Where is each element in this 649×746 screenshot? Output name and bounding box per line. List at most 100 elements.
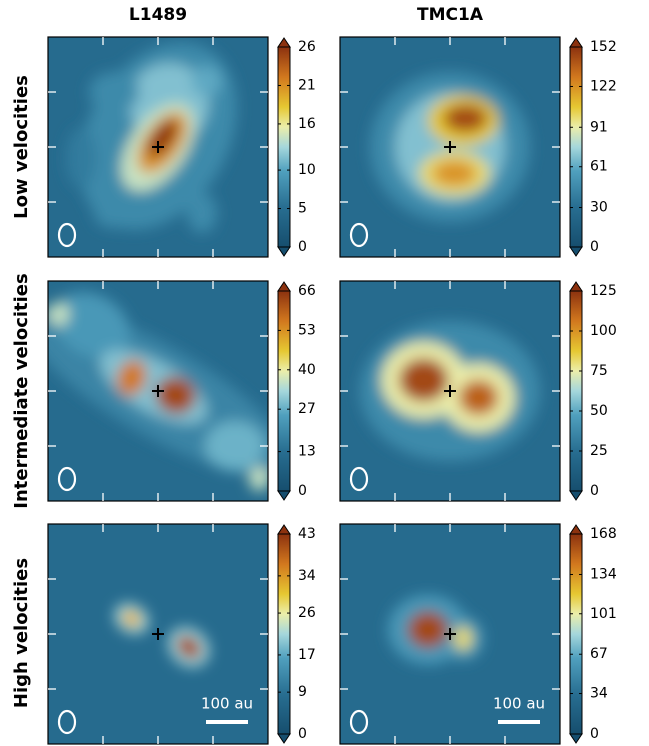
emission-blob [117,360,147,396]
beam [57,222,77,248]
emission-blob [89,72,139,112]
colorbar-tick-label: 5 [298,201,307,217]
colorbar-extend [569,490,583,501]
image [48,37,268,257]
colorbar-tick-label: 34 [590,686,608,702]
emission-blob [408,611,448,648]
panel: 100 au 0 34 67 101 134 168 [339,523,617,745]
colorbar [569,290,583,492]
colorbar-tick-label: 66 [298,283,316,299]
colorbar-extend [277,733,291,744]
emission-blob [249,467,268,491]
colorbar-tick-label: 100 [590,323,617,339]
emission-blob [458,379,499,416]
colorbar-extend [277,490,291,501]
colorbar-tick-label: 53 [298,322,316,338]
colorbar [277,46,291,248]
image [340,37,560,257]
emission-blob [94,198,134,228]
scale-bar-label: 100 au [201,695,253,713]
beam [57,466,77,492]
colorbar-extend [569,524,583,535]
source-marker [152,385,164,397]
colorbar-tick-label: 101 [590,606,617,622]
emission [388,594,484,665]
source-marker [152,628,164,640]
emission-blob [187,193,217,233]
source-marker [152,141,164,153]
colorbar-extend [277,37,291,48]
beam [349,466,369,492]
colorbar [277,533,291,735]
emission-blob [432,160,477,187]
colorbar-tick-label: 27 [298,401,316,417]
colorbar-tick-label: 152 [590,39,617,55]
colorbar-tick-label: 0 [298,726,307,742]
column-title: TMC1A [417,5,484,25]
emission-blob [191,66,222,96]
colorbar [277,290,291,492]
panel: 0 13 27 40 53 66 [47,280,316,502]
panel: 0 5 10 16 21 26 [47,36,316,258]
colorbar-tick-label: 0 [298,239,307,255]
colorbar-tick-label: 25 [590,443,608,459]
colorbar-tick-label: 61 [590,159,608,175]
panel: 100 au 0 9 17 26 34 43 [47,523,316,745]
colorbar-extend [569,733,583,744]
colorbar-tick-label: 10 [298,162,316,178]
emission-blob [54,292,130,358]
colorbar-extend [569,246,583,257]
row-title: Intermediate velocities [11,273,32,508]
colorbar-tick-label: 50 [590,403,608,419]
emission [66,42,237,233]
emission-blob [398,358,449,402]
emission-blob [454,626,473,651]
colorbar-tick-label: 75 [590,363,608,379]
colorbar-extend [569,281,583,292]
colorbar-tick-label: 17 [298,647,316,663]
colorbar-tick-label: 40 [298,362,316,378]
emission [114,603,210,667]
source-marker [444,628,456,640]
beam [57,709,77,735]
colorbar-tick-label: 134 [590,566,617,582]
source-marker [444,141,456,153]
colorbar-tick-label: 0 [590,483,599,499]
colorbar-tick-label: 0 [298,483,307,499]
colorbar-tick-label: 91 [590,119,608,135]
colorbar [569,46,583,248]
colorbar-tick-label: 26 [298,39,316,55]
colorbar-tick-label: 21 [298,77,316,93]
emission-blob [443,104,488,133]
colorbar-tick-label: 0 [590,239,599,255]
colorbar-tick-label: 26 [298,605,316,621]
colorbar-extend [277,246,291,257]
column-title: L1489 [129,5,187,25]
colorbar [569,533,583,735]
panel: 0 25 50 75 100 125 [339,280,617,502]
colorbar-extend [277,281,291,292]
colorbar-tick-label: 122 [590,78,617,94]
row-title: Low velocities [11,75,32,219]
emission-blob [66,128,96,188]
colorbar-tick-label: 34 [298,568,316,584]
row-title: High velocities [11,558,32,708]
colorbar-extend [569,37,583,48]
emission [360,321,540,461]
emission-blob [205,421,265,471]
colorbar-tick-label: 125 [590,283,617,299]
colorbar-tick-label: 16 [298,116,316,132]
colorbar-tick-label: 30 [590,200,608,216]
beam [349,222,369,248]
colorbar-tick-label: 13 [298,444,316,460]
colorbar-tick-label: 168 [590,526,617,542]
panel: 0 30 61 91 122 152 [339,36,617,258]
scale-bar-label: 100 au [493,695,545,713]
emission-blob [122,610,142,628]
emission-blob [176,635,202,660]
source-marker [444,385,456,397]
beam [349,709,369,735]
colorbar-extend [277,524,291,535]
colorbar-tick-label: 9 [298,684,307,700]
